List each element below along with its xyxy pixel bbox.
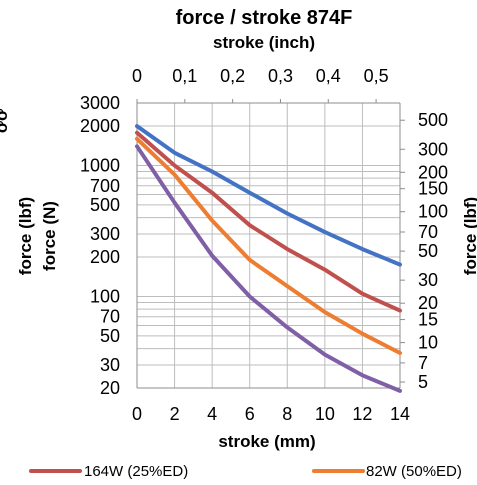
legend-label-1: 164W (25%ED) xyxy=(84,463,188,480)
top-tick-label: 0,3 xyxy=(268,66,293,86)
left-outer-y-axis-title: force (lbf) xyxy=(16,197,35,275)
series-line-2 xyxy=(135,130,402,313)
right-tick-label: 7 xyxy=(418,353,428,373)
left-tick-label: 20 xyxy=(100,378,120,398)
series-line-3 xyxy=(135,136,402,355)
legend-label-2: 82W (50%ED) xyxy=(366,463,462,480)
chart-axes xyxy=(136,99,405,389)
bottom-tick-label: 0 xyxy=(132,404,142,424)
partial-left-label: ơơ xyxy=(0,108,11,133)
bottom-tick-label: 4 xyxy=(207,404,217,424)
top-tick-label: 0 xyxy=(132,66,142,86)
top-tick-label: 0,2 xyxy=(220,66,245,86)
right-tick-label: 20 xyxy=(418,293,438,313)
left-tick-label: 1000 xyxy=(80,155,120,175)
right-tick-label: 70 xyxy=(418,222,438,242)
right-tick-label: 15 xyxy=(418,310,438,330)
top-tick-label: 0,1 xyxy=(172,66,197,86)
right-tick-label: 30 xyxy=(418,270,438,290)
left-tick-label: 300 xyxy=(90,224,120,244)
x-axis-title: stroke (mm) xyxy=(218,432,315,451)
right-y-axis-title: force (lbf) xyxy=(461,197,477,275)
left-tick-label: 200 xyxy=(90,247,120,267)
left-tick-label: 500 xyxy=(90,195,120,215)
right-tick-label: 300 xyxy=(418,139,448,159)
left-tick-label: 2000 xyxy=(80,116,120,136)
left-tick-label: 50 xyxy=(100,326,120,346)
grid-lines xyxy=(136,102,401,389)
chart-title: force / stroke 874F xyxy=(176,7,353,29)
left-tick-label: 700 xyxy=(90,176,120,196)
series-line-4 xyxy=(135,144,402,393)
bottom-tick-label: 14 xyxy=(390,404,410,424)
series-lines xyxy=(135,124,402,393)
left-tick-label: 100 xyxy=(90,286,120,306)
right-tick-label: 100 xyxy=(418,202,448,222)
bottom-tick-label: 2 xyxy=(170,404,180,424)
legend: 164W (25%ED) 82W (50%ED) xyxy=(29,463,462,480)
left-inner-y-axis-title: force (N) xyxy=(40,201,59,271)
bottom-tick-label: 10 xyxy=(315,404,335,424)
right-tick-label: 10 xyxy=(418,333,438,353)
top-tick-label: 0,5 xyxy=(364,66,389,86)
top-tick-label: 0,4 xyxy=(316,66,341,86)
bottom-tick-label: 6 xyxy=(245,404,255,424)
right-tick-label: 200 xyxy=(418,162,448,182)
left-tick-label: 70 xyxy=(100,307,120,327)
right-tick-label: 150 xyxy=(418,179,448,199)
left-tick-label: 3000 xyxy=(80,93,120,113)
bottom-tick-label: 12 xyxy=(352,404,372,424)
right-tick-label: 50 xyxy=(418,241,438,261)
right-tick-label: 500 xyxy=(418,110,448,130)
series-line-1 xyxy=(135,124,402,267)
bottom-tick-label: 8 xyxy=(282,404,292,424)
left-tick-label: 30 xyxy=(100,355,120,375)
tick-labels: 0 2 4 6 8 10 12 140 0,1 0,2 0,3 0,4 0,53000200010007… xyxy=(80,66,448,424)
right-tick-label: 5 xyxy=(418,372,428,392)
top-axis-title: stroke (inch) xyxy=(213,33,315,52)
